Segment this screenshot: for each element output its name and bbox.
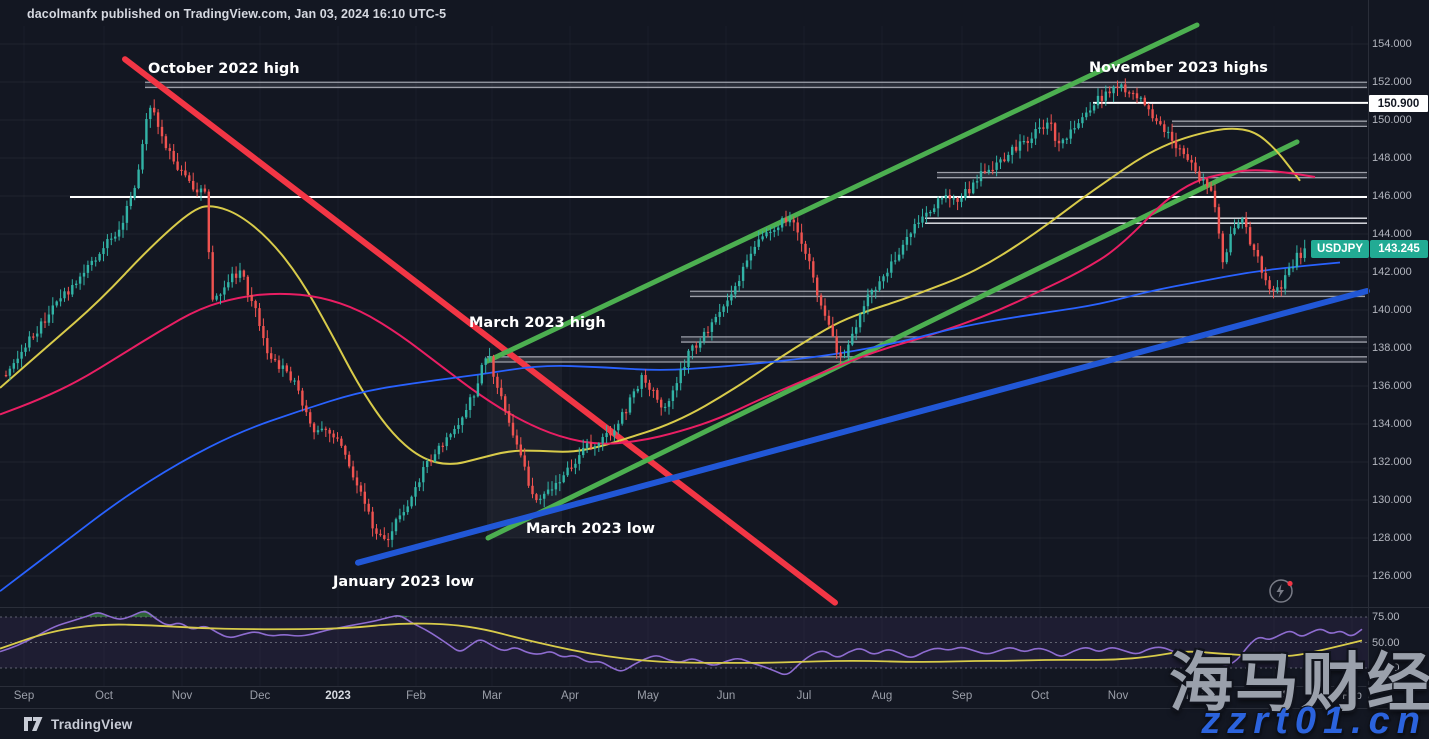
rsi-smoothing-line[interactable] bbox=[0, 622, 1363, 664]
price-axis-label: 154.000 bbox=[1372, 38, 1412, 50]
red-downtrend-line[interactable] bbox=[122, 56, 838, 606]
time-axis-label-2023[interactable]: 2023 bbox=[325, 690, 351, 702]
resistance-band-fill bbox=[487, 356, 1367, 362]
tradingview-brand-label[interactable]: TradingView bbox=[51, 716, 133, 732]
time-axis-label-nov[interactable]: Nov bbox=[171, 690, 193, 702]
price-axis-label: 152.000 bbox=[1372, 76, 1412, 88]
watermark-site-name: 海马财经 bbox=[1169, 647, 1429, 719]
time-axis-label-feb[interactable]: Feb bbox=[1342, 690, 1362, 702]
rsi-axis-label: 25.00 bbox=[1372, 662, 1400, 674]
time-axis-label-oct[interactable]: Oct bbox=[95, 690, 113, 702]
price-axis-label: 142.000 bbox=[1372, 266, 1412, 278]
time-axis-label-aug[interactable]: Aug bbox=[871, 690, 893, 702]
resistance-band-fill bbox=[937, 172, 1367, 178]
price-axis-label: 126.000 bbox=[1372, 570, 1412, 582]
rsi-axis-label: 50.00 bbox=[1372, 636, 1400, 649]
time-axis-label-dec[interactable]: Dec bbox=[1185, 690, 1207, 702]
tradingview-logo-icon[interactable] bbox=[24, 716, 43, 732]
level-price-label-150900: 150.900 bbox=[1369, 95, 1428, 112]
resistance-band-fill bbox=[690, 291, 1365, 297]
price-axis-label: 138.000 bbox=[1372, 342, 1412, 354]
time-axis-label-nov[interactable]: Nov bbox=[1107, 690, 1129, 702]
time-axis-label-2024[interactable]: 2024 bbox=[1261, 690, 1287, 702]
time-axis-label-dec[interactable]: Dec bbox=[249, 690, 271, 702]
flash-ideas-icon[interactable] bbox=[1269, 579, 1293, 603]
pane-divider-rsi-timeaxis bbox=[0, 686, 1429, 687]
time-axis-label-may[interactable]: May bbox=[637, 690, 659, 702]
time-axis-label-jul[interactable]: Jul bbox=[796, 690, 812, 702]
ma-yellow[interactable] bbox=[0, 127, 1301, 465]
publish-byline: dacolmanfx published on TradingView.com,… bbox=[27, 7, 447, 21]
ma-blue[interactable] bbox=[0, 261, 1341, 592]
time-axis-label-jun[interactable]: Jun bbox=[716, 690, 736, 702]
blue-uptrend-line[interactable] bbox=[355, 288, 1370, 566]
time-axis-label-sep[interactable]: Sep bbox=[13, 690, 35, 702]
time-axis-label-mar[interactable]: Mar bbox=[482, 690, 502, 702]
rsi-overbought-fill bbox=[132, 609, 156, 617]
resistance-band-fill bbox=[681, 336, 1367, 343]
rsi-line[interactable] bbox=[0, 610, 1363, 676]
footer-bar: TradingView bbox=[0, 709, 1429, 739]
annotation-november-2023-highs[interactable]: November 2023 highs bbox=[1089, 60, 1268, 76]
green-channel-upper[interactable] bbox=[484, 22, 1200, 364]
resistance-band-fill bbox=[1172, 121, 1367, 127]
annotation-march-2023-low[interactable]: March 2023 low bbox=[526, 521, 655, 537]
price-axis-label: 140.000 bbox=[1372, 304, 1412, 316]
symbol-name-label: USDJPY bbox=[1317, 243, 1364, 255]
last-price-label: 143.245 bbox=[1370, 240, 1428, 258]
footer-divider bbox=[0, 708, 1429, 709]
price-axis-label: 146.000 bbox=[1372, 190, 1412, 202]
symbol-price-badge: USDJPY bbox=[1311, 240, 1370, 258]
price-axis-label: 144.000 bbox=[1372, 228, 1412, 240]
price-axis-divider bbox=[1368, 0, 1369, 708]
notification-dot bbox=[1287, 580, 1293, 587]
annotation-march-2023-high[interactable]: March 2023 high bbox=[469, 315, 606, 331]
price-axis-label: 150.000 bbox=[1372, 114, 1412, 126]
pane-divider-main-rsi[interactable] bbox=[0, 607, 1429, 608]
time-axis-label-apr[interactable]: Apr bbox=[561, 690, 579, 702]
price-axis-label: 128.000 bbox=[1372, 532, 1412, 544]
lightning-bolt-icon bbox=[1276, 584, 1284, 598]
rsi-overbought-fill bbox=[72, 611, 120, 617]
resistance-band-fill bbox=[145, 82, 1367, 88]
watermark-site-url: zzrt01.cn bbox=[1201, 700, 1427, 739]
annotation-october-2022-high[interactable]: October 2022 high bbox=[148, 61, 300, 77]
price-axis-label: 136.000 bbox=[1372, 380, 1412, 392]
price-axis-label: 148.000 bbox=[1372, 152, 1412, 164]
annotation-january-2023-low[interactable]: January 2023 low bbox=[332, 574, 474, 590]
ma-pink[interactable] bbox=[0, 169, 1316, 445]
rsi-axis-label: 75.00 bbox=[1372, 611, 1400, 623]
price-axis-label: 130.000 bbox=[1372, 494, 1412, 506]
time-axis-label-feb[interactable]: Feb bbox=[406, 690, 426, 702]
green-channel-lower[interactable] bbox=[485, 139, 1300, 541]
time-axis-label-sep[interactable]: Sep bbox=[951, 690, 973, 702]
time-axis-label-oct[interactable]: Oct bbox=[1031, 690, 1049, 702]
price-axis-label: 132.000 bbox=[1372, 456, 1412, 468]
price-axis-label: 134.000 bbox=[1372, 418, 1412, 430]
candlestick-series[interactable] bbox=[4, 78, 1306, 548]
